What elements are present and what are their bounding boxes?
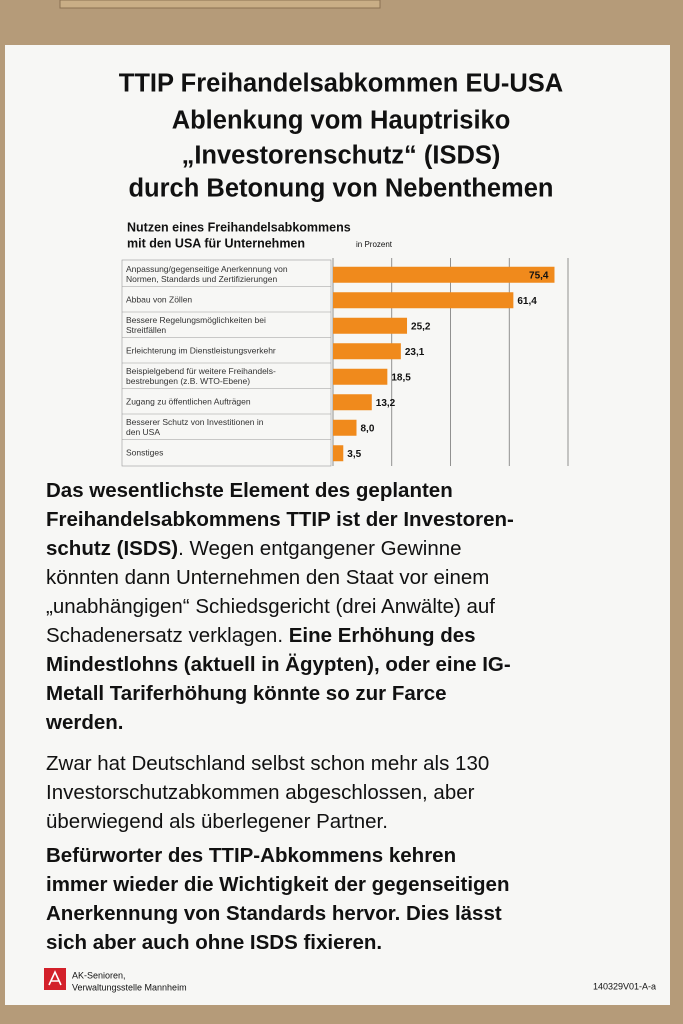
footer-org: Verwaltungsstelle Mannheim [72,982,187,992]
value-label: 8,0 [361,423,375,434]
body-line: könnten dann Unternehmen den Staat vor e… [46,566,489,589]
category-label: Zugang zu öffentlichen Aufträgen [126,397,251,407]
bar [333,445,344,462]
body-run: werden. [45,711,123,734]
body-run: Mindestlohns (aktuell in Ägypten), oder … [46,653,511,676]
body-line: werden. [45,711,123,734]
poster-title-line: durch Betonung von Nebenthemen [128,175,553,203]
value-label: 75,4 [529,270,549,281]
body-line: Befürworter des TTIP-Abkommens kehren [46,844,456,867]
bar [333,266,555,283]
body-run: Befürworter des TTIP-Abkommens kehren [46,844,456,867]
poster-title-line: TTIP Freihandelsabkommen EU-USA [119,70,563,98]
value-label: 3,5 [347,449,361,460]
category-label: Besserer Schutz von Investitionen in den … [126,417,264,437]
footer-org: AK-Senioren, [72,970,126,980]
category-label: Erleichterung im Dienstleistungsverkehr [126,346,276,356]
category-label: Sonstiges [126,448,163,458]
category-label: Beispielgebend für weitere Freihandels-b… [126,366,276,386]
footer-code: 140329V01-A-a [593,981,656,991]
body-run: Eine Erhöhung des [289,624,476,647]
body-run: sich aber auch ohne ISDS fixieren. [46,931,382,954]
wood-strip [59,0,381,9]
body-line: schutz (ISDS). Wegen entgangener Gewinne [46,537,462,560]
bar [333,419,357,436]
value-label: 13,2 [376,398,396,409]
bar [333,292,514,309]
bar [333,343,401,360]
body-line: „unabhängigen“ Schiedsgericht (drei Anwä… [46,595,495,618]
body-run: schutz (ISDS) [46,537,178,560]
body-run: Schadenersatz verklagen. [46,624,289,647]
category-label: Bessere Regelungsmöglichkeiten bei Streit… [126,315,266,335]
body-run: Freihandelsabkommens TTIP ist der Invest… [46,508,514,531]
body-line: immer wieder die Wichtigkeit der gegense… [46,873,509,896]
body-run: immer wieder die Wichtigkeit der gegense… [46,873,509,896]
bar [333,394,372,411]
body-line: Zwar hat Deutschland selbst schon mehr a… [46,752,489,775]
chart-title-line: Nutzen eines Freihandelsabkommens [127,220,351,234]
chart-unit: in Prozent [356,240,393,249]
category-label: Abbau von Zöllen [126,295,192,305]
body-run: . Wegen entgangener Gewinne [178,537,461,560]
body-run: Zwar hat Deutschland selbst schon mehr a… [46,752,489,775]
value-label: 25,2 [411,321,431,332]
body-run: Investorschutzabkommen abgeschlossen, ab… [46,781,475,804]
body-line: überwiegend als überlegener Partner. [46,810,388,833]
body-line: Investorschutzabkommen abgeschlossen, ab… [46,781,475,804]
body-run: Metall Tariferhöhung könnte so zur Farce [46,682,447,705]
value-label: 61,4 [517,296,537,307]
poster-title-line: „Investorenschutz“ (ISDS) [182,142,501,170]
category-label: Anpassung/gegenseitige Anerkennung von No… [126,264,288,284]
body-line: Mindestlohns (aktuell in Ägypten), oder … [46,653,511,676]
logo-mark [48,970,62,986]
body-line: sich aber auch ohne ISDS fixieren. [46,931,382,954]
poster-title-line: Ablenkung vom Hauptrisiko [172,107,511,135]
value-label: 23,1 [405,347,425,358]
body-line: Freihandelsabkommens TTIP ist der Invest… [46,508,514,531]
body-run: Das wesentlichste Element des geplanten [46,479,453,502]
poster [5,45,670,1005]
body-line: Schadenersatz verklagen. Eine Erhöhung d… [46,624,476,647]
body-run: könnten dann Unternehmen den Staat vor e… [46,566,489,589]
value-label: 18,5 [391,372,411,383]
body-line: Anerkennung von Standards hervor. Dies l… [46,902,502,925]
chart-title-line: mit den USA für Unternehmen [127,236,305,250]
body-line: Metall Tariferhöhung könnte so zur Farce [46,682,447,705]
body-run: Anerkennung von Standards hervor. Dies l… [46,902,502,925]
body-run: „unabhängigen“ Schiedsgericht (drei Anwä… [46,595,495,618]
bar [333,317,408,334]
bar [333,368,388,385]
body-run: überwiegend als überlegener Partner. [46,810,388,833]
body-line: Das wesentlichste Element des geplanten [46,479,453,502]
